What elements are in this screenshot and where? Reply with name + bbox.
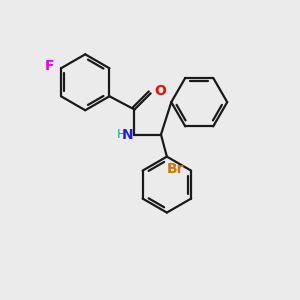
Text: Br: Br (167, 162, 184, 176)
Text: O: O (154, 84, 166, 98)
Text: H: H (117, 128, 126, 141)
Text: N: N (122, 128, 133, 142)
Text: F: F (45, 59, 55, 73)
